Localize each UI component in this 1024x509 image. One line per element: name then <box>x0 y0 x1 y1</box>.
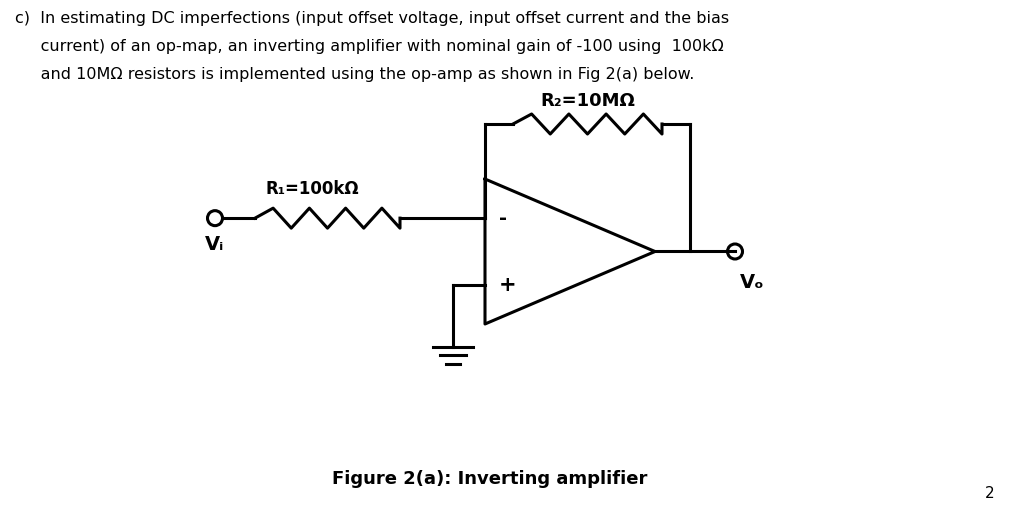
Text: Figure 2(a): Inverting amplifier: Figure 2(a): Inverting amplifier <box>333 470 648 488</box>
Text: and 10MΩ resistors is implemented using the op-amp as shown in Fig 2(a) below.: and 10MΩ resistors is implemented using … <box>15 67 694 82</box>
Text: -: - <box>499 209 507 228</box>
Text: R₁=100kΩ: R₁=100kΩ <box>265 180 359 198</box>
Text: current) of an op-map, an inverting amplifier with nominal gain of -100 using  1: current) of an op-map, an inverting ampl… <box>15 39 724 54</box>
Text: R₂=10MΩ: R₂=10MΩ <box>540 92 635 110</box>
Text: Vᵢ: Vᵢ <box>205 235 224 254</box>
Text: 2: 2 <box>985 486 995 501</box>
Text: c)  In estimating DC imperfections (input offset voltage, input offset current a: c) In estimating DC imperfections (input… <box>15 11 729 26</box>
Text: +: + <box>499 275 517 295</box>
Text: Vₒ: Vₒ <box>740 273 765 293</box>
